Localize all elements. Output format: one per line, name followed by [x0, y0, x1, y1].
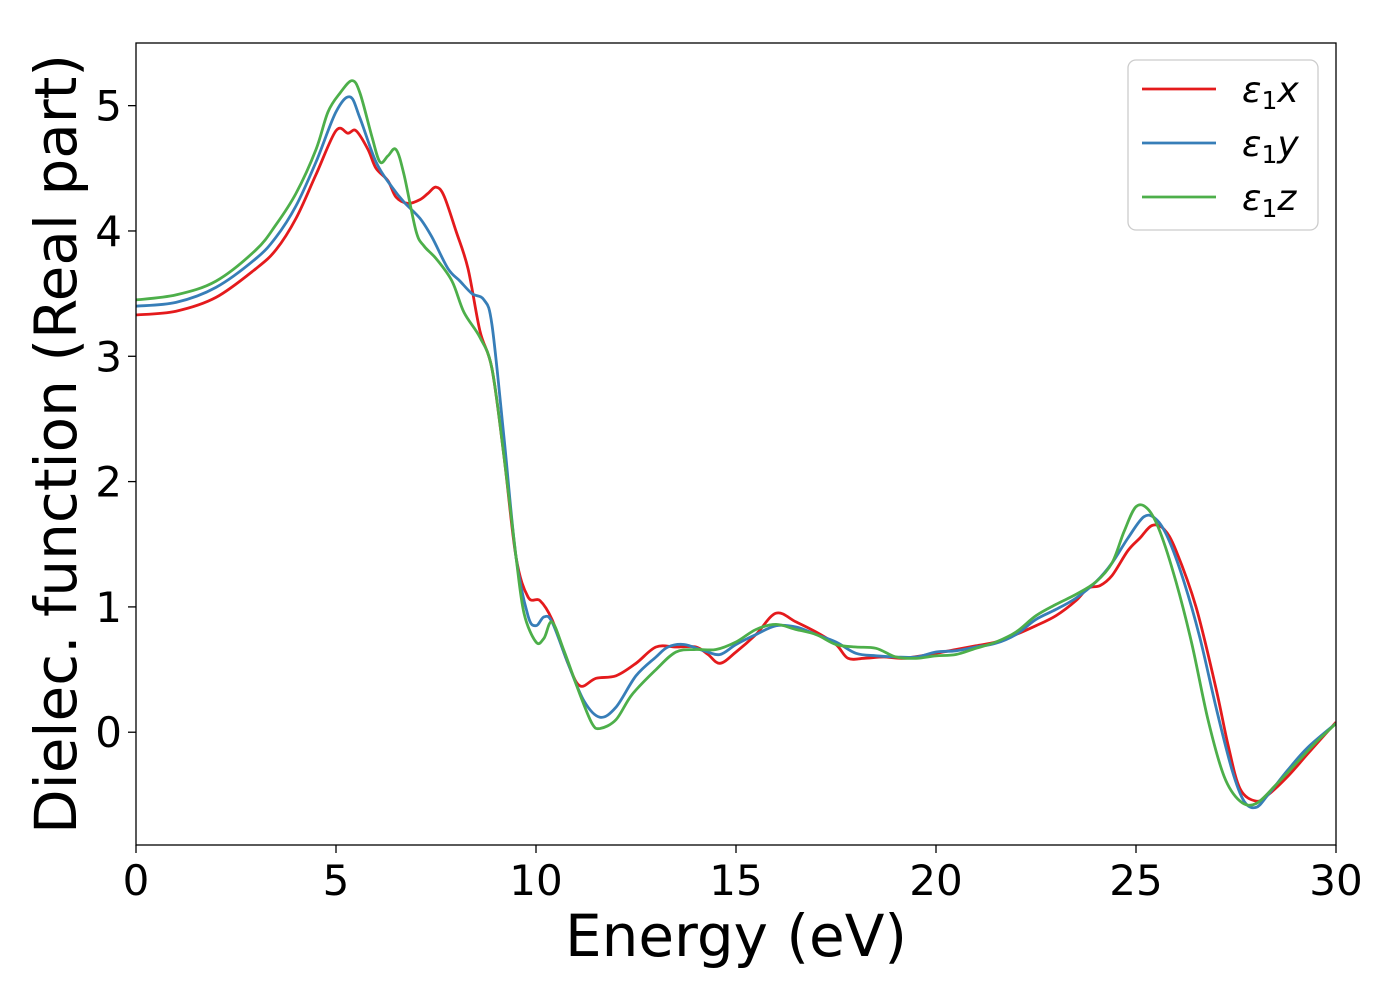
x-axis-label: Energy (eV)	[565, 902, 907, 970]
x-tick-label: 25	[1109, 856, 1162, 905]
legend-label-y: ε1y	[1242, 124, 1299, 169]
y-tick-label: 4	[95, 207, 122, 256]
x-tick-label: 10	[509, 856, 562, 905]
legend-label-x: ε1x	[1242, 70, 1299, 115]
y-axis-label: Dielec. function (Real part)	[22, 54, 90, 834]
x-tick-label: 5	[323, 856, 350, 905]
y-tick-label: 0	[95, 708, 122, 757]
x-tick-label: 15	[709, 856, 762, 905]
y-axis-ticks: 0 1 2 3 4 5	[95, 82, 136, 757]
legend-box	[1127, 59, 1319, 231]
series-layer	[136, 79, 1336, 810]
series-line-z	[136, 79, 1336, 807]
legend: ε1x ε1y ε1z	[1127, 59, 1319, 231]
y-tick-label: 2	[95, 458, 122, 507]
y-tick-label: 5	[95, 82, 122, 131]
x-tick-label: 0	[123, 856, 150, 905]
y-tick-label: 3	[95, 332, 122, 381]
legend-label-z: ε1z	[1242, 178, 1297, 223]
x-axis-ticks: 0 5 10 15 20 25 30	[123, 845, 1363, 905]
x-tick-label: 30	[1309, 856, 1362, 905]
x-tick-label: 20	[909, 856, 962, 905]
y-tick-label: 1	[95, 583, 122, 632]
